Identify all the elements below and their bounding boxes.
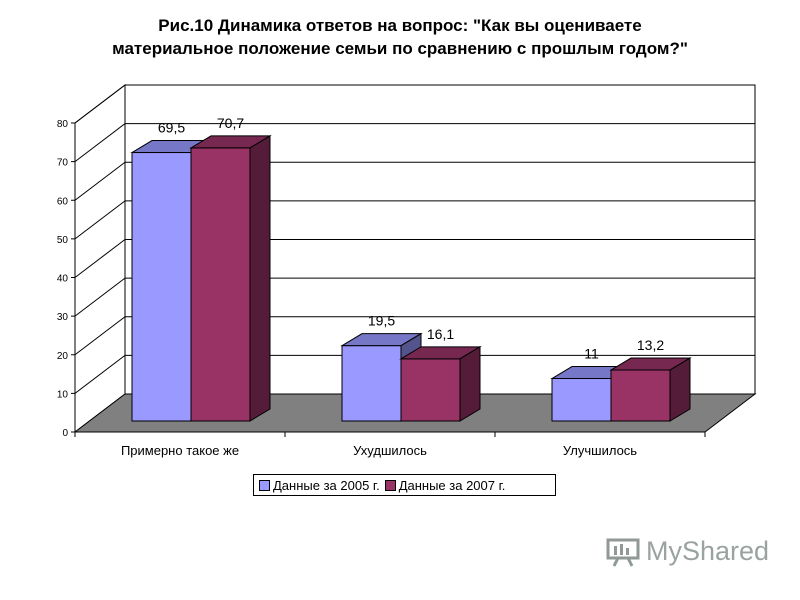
y-tick-label: 30 — [57, 312, 69, 323]
data-label: 16,1 — [427, 326, 454, 342]
gridline-diagonal — [74, 316, 126, 356]
y-tick-label: 50 — [57, 235, 69, 246]
bar-front — [610, 369, 671, 422]
data-label: 70,7 — [217, 115, 244, 131]
legend-swatch-2007 — [384, 479, 396, 491]
chart-title-line2: материальное положение семьи по сравнени… — [112, 39, 688, 58]
y-tick-label: 80 — [57, 119, 69, 130]
data-label: 11 — [584, 346, 599, 362]
bar-front — [131, 152, 192, 422]
legend-item-2007: Данные за 2007 г. — [384, 477, 506, 493]
gridline-diagonal — [74, 200, 126, 240]
watermark-text: MyShared — [646, 536, 770, 566]
data-label: 19,5 — [368, 313, 395, 329]
bar-front — [341, 345, 402, 422]
legend-swatch-2005 — [259, 479, 270, 491]
y-tick-label: 70 — [57, 158, 69, 169]
data-label: 13,2 — [637, 337, 664, 353]
legend-label-2007: Данные за 2007 г. — [398, 477, 506, 493]
y-tick-label: 40 — [57, 274, 69, 285]
chart-title: Рис.10 Динамика ответов на вопрос: "Как … — [0, 14, 800, 60]
presentation-icon — [606, 538, 640, 567]
gridline-diagonal — [74, 277, 126, 317]
chart-title-line1: Рис.10 Динамика ответов на вопрос: "Как … — [158, 16, 642, 35]
legend-item-2005: Данные за 2005 г. — [259, 478, 380, 493]
y-tick-label: 10 — [57, 389, 69, 400]
data-label: 69,5 — [158, 120, 185, 136]
bar-front — [400, 358, 461, 422]
x-tick-label: Примерно такое же — [121, 443, 239, 458]
x-tick-label: Ухудшилось — [353, 443, 427, 458]
gridline-diagonal — [74, 84, 126, 124]
y-tick-label: 20 — [57, 351, 69, 362]
bar-front — [190, 147, 251, 422]
gridline-diagonal — [74, 123, 126, 163]
gridline-diagonal — [74, 239, 126, 278]
bar-front — [551, 378, 612, 422]
bar-side — [249, 135, 271, 422]
watermark: MyShared — [606, 536, 769, 567]
bar-side — [459, 345, 481, 422]
gridline-diagonal — [74, 354, 126, 394]
bar-side — [669, 357, 691, 422]
y-tick-label: 0 — [62, 428, 68, 439]
gridline-diagonal — [74, 161, 126, 201]
y-tick-label: 60 — [57, 196, 69, 207]
legend-label-2005: Данные за 2005 г. — [273, 477, 380, 493]
chart-legend: Данные за 2005 г. Данные за 2007 г. — [253, 474, 556, 496]
x-tick-label: Улучшилось — [563, 443, 637, 458]
